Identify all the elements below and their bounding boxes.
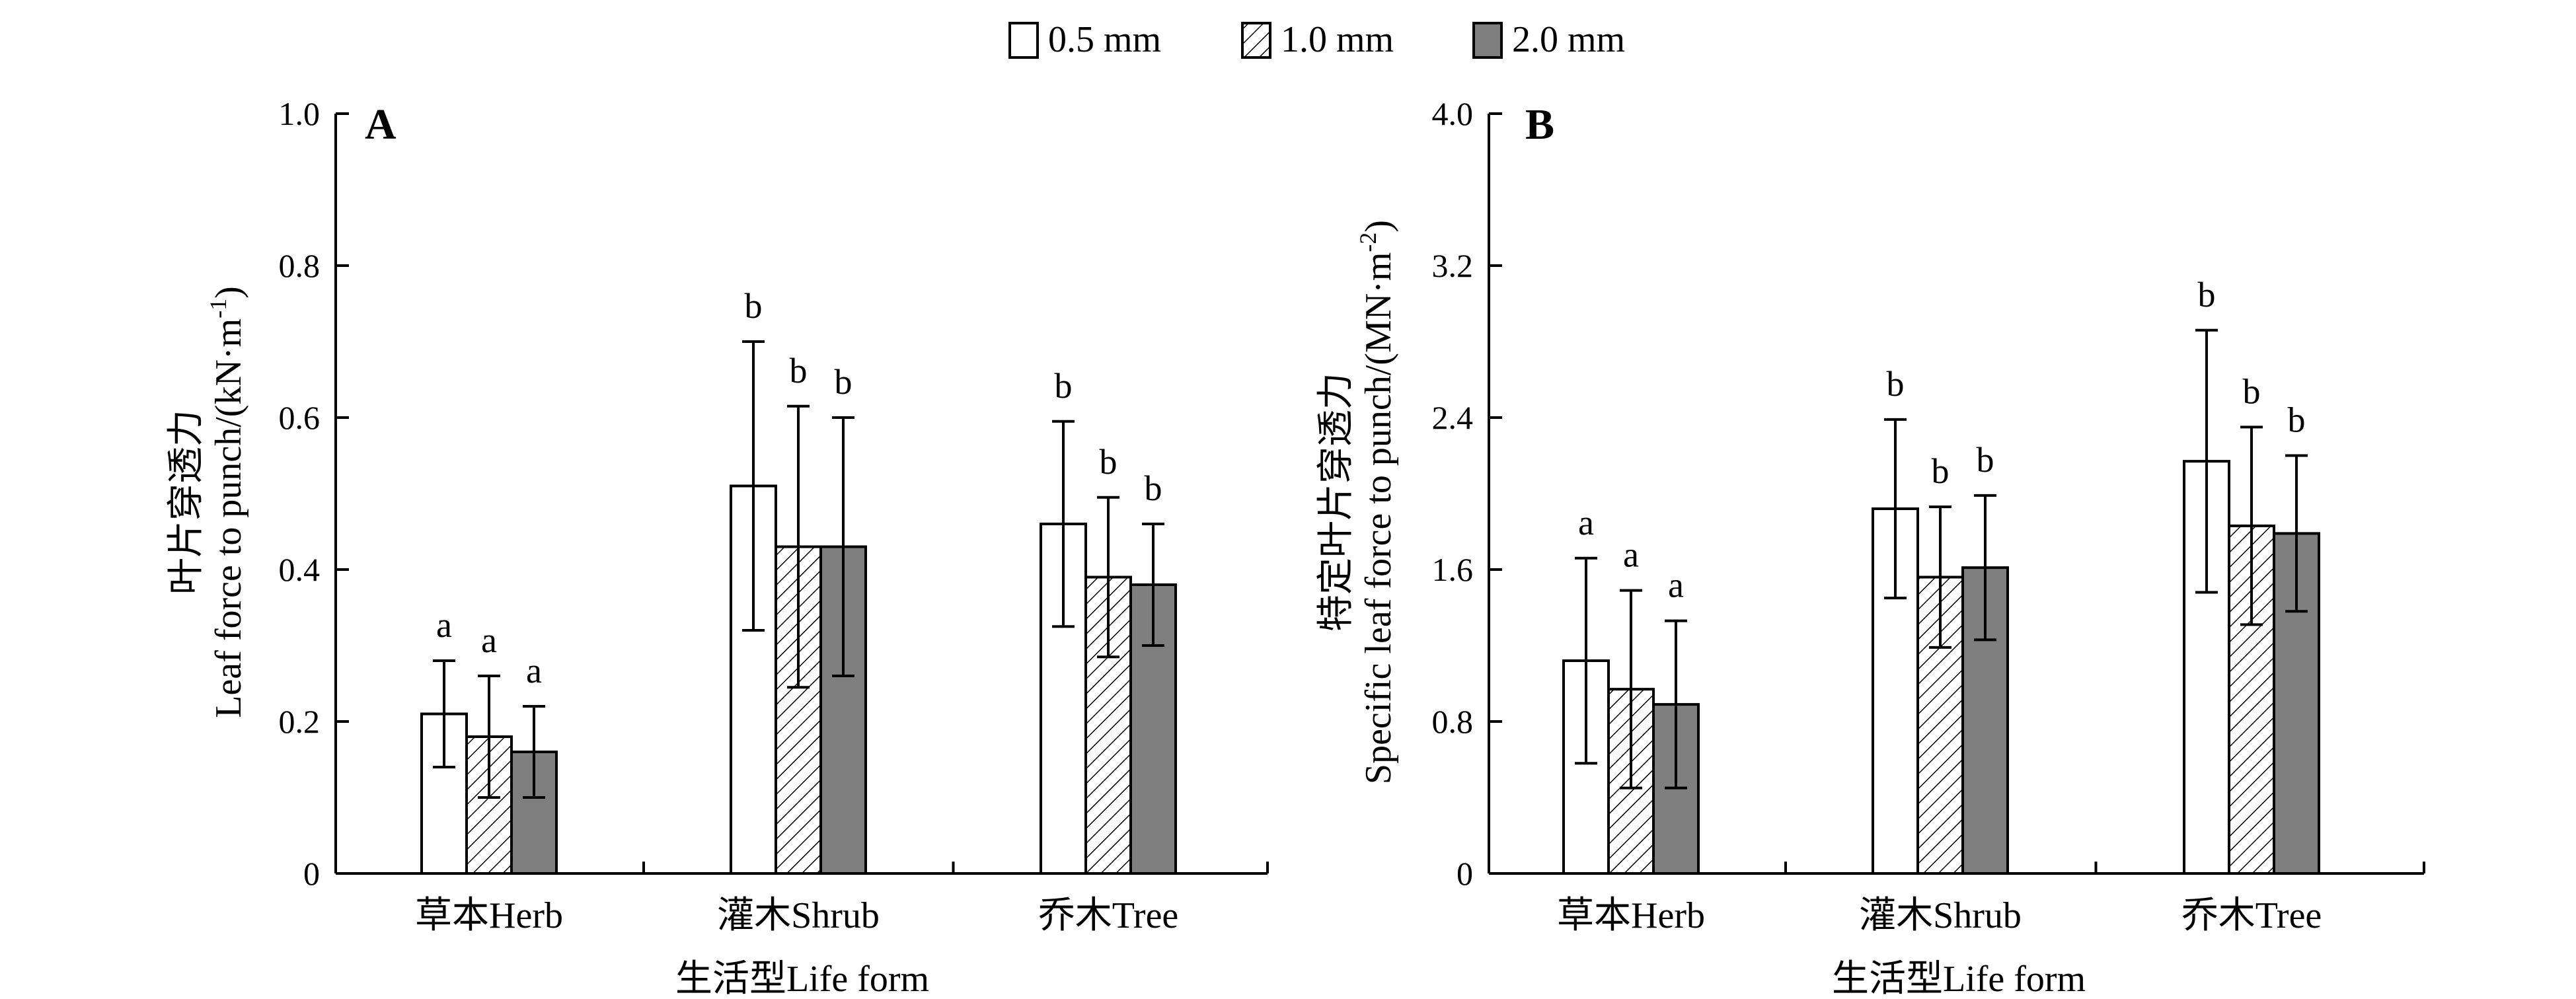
y-tick-label: 4.0 — [1432, 95, 1474, 132]
y-tick-label: 0.8 — [1432, 703, 1474, 740]
x-axis-title-a: 生活型Life form — [675, 959, 929, 999]
significance-letter: a — [436, 605, 452, 645]
y-axis-title-en: Leaf force to punch/(kN·m-1) — [205, 286, 249, 718]
significance-letter: a — [1668, 566, 1684, 605]
y-tick-label: 2.4 — [1432, 399, 1474, 436]
x-category-label: 草本Herb — [415, 895, 563, 936]
legend-item-1: 1.0 mm — [1241, 19, 1394, 60]
x-category-label: 草本Herb — [1557, 895, 1705, 936]
x-category-label: 乔木Tree — [2181, 895, 2322, 936]
panel-letter-a: A — [365, 100, 397, 149]
y-tick-label: 0.8 — [279, 247, 321, 284]
panel-letter-b: B — [1525, 100, 1554, 149]
y-axis-title-cn: 叶片穿透力 — [166, 410, 207, 595]
y-tick-label: 1.6 — [1432, 551, 1474, 588]
significance-letter: b — [745, 286, 763, 326]
x-category-label: 乔木Tree — [1038, 895, 1179, 936]
significance-letter: b — [1932, 451, 1950, 491]
y-tick-label: 3.2 — [1432, 247, 1474, 284]
legend-label-1: 1.0 mm — [1281, 19, 1394, 60]
y-tick-label: 0 — [303, 855, 320, 892]
significance-letter: b — [2198, 275, 2216, 314]
y-axis-title-b: 特定叶片穿透力 Specific leaf force to punch/(MN… — [1316, 220, 1399, 784]
y-axis-title-cn: 特定叶片穿透力 — [1316, 373, 1357, 632]
legend-swatch-hatched — [1241, 22, 1271, 59]
legend-item-2: 2.0 mm — [1472, 19, 1625, 60]
y-axis-title-en: Specific leaf force to punch/(MN·m-2) — [1355, 220, 1399, 784]
y-tick-label: 0.6 — [279, 399, 321, 436]
y-tick-label: 0.2 — [279, 703, 321, 740]
significance-letter: b — [1100, 442, 1118, 482]
y-tick-label: 0 — [1457, 855, 1473, 892]
significance-letter: a — [1623, 535, 1639, 575]
significance-letter: a — [526, 651, 542, 690]
y-tick-label: 0.4 — [279, 551, 321, 588]
legend-swatch-gray — [1472, 22, 1503, 59]
chart-panel-a: A 叶片穿透力 Leaf force to punch/(kN·m-1) 生活型… — [166, 95, 1269, 999]
legend-label-0: 0.5 mm — [1048, 19, 1161, 60]
significance-letter: b — [1055, 366, 1073, 406]
y-axis-title-a: 叶片穿透力 Leaf force to punch/(kN·m-1) — [166, 286, 249, 718]
significance-letter: b — [790, 351, 808, 390]
legend-label-2: 2.0 mm — [1512, 19, 1625, 60]
legend-swatch-empty — [1008, 22, 1039, 59]
significance-letter: b — [1145, 468, 1162, 508]
x-category-label: 灌木Shrub — [717, 895, 880, 936]
significance-letter: a — [481, 620, 497, 660]
significance-letter: b — [2288, 400, 2306, 440]
significance-letter: b — [835, 362, 852, 402]
significance-letter: a — [1578, 503, 1594, 542]
significance-letter: b — [1977, 440, 1994, 480]
x-axis-title-b: 生活型Life form — [1832, 959, 2086, 999]
bar — [775, 545, 822, 875]
significance-letter: b — [1887, 364, 1905, 404]
legend: 0.5 mm 1.0 mm 2.0 mm — [1008, 19, 1625, 60]
legend-item-0: 0.5 mm — [1008, 19, 1161, 60]
x-category-label: 灌木Shrub — [1859, 895, 2022, 936]
significance-letter: b — [2243, 371, 2261, 411]
y-tick-label: 1.0 — [279, 95, 321, 132]
chart-panel-b: B 特定叶片穿透力 Specific leaf force to punch/(… — [1316, 95, 2425, 999]
